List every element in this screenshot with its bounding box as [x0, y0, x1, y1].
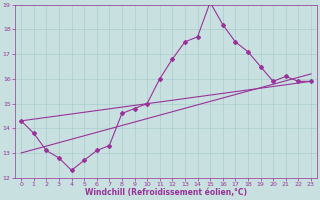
X-axis label: Windchill (Refroidissement éolien,°C): Windchill (Refroidissement éolien,°C) — [85, 188, 247, 197]
